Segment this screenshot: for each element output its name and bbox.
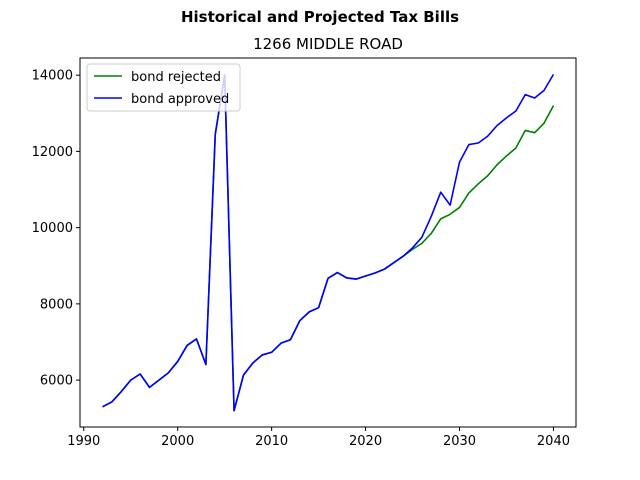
x-tick-label: 1990 [67,434,100,449]
y-tick-label: 6000 [40,374,73,389]
x-tick-label: 2000 [161,434,194,449]
x-tick-label: 2030 [443,434,476,449]
y-tick-label: 12000 [32,145,73,160]
legend: bond rejected bond approved [86,63,241,112]
y-axis: 6000 8000 10000 12000 14000 [32,69,80,389]
x-tick-label: 2010 [255,434,288,449]
plot-area [102,73,555,412]
series-line-bond-approved [102,73,555,412]
y-tick-label: 14000 [32,69,73,84]
y-tick-label: 8000 [40,297,73,312]
figure-suptitle: Historical and Projected Tax Bills [181,8,459,26]
series-line-bond-rejected [102,74,555,412]
y-tick-label: 10000 [32,221,73,236]
x-tick-label: 2040 [537,434,570,449]
chart-title: 1266 MIDDLE ROAD [253,35,403,53]
x-axis: 1990 2000 2010 2020 2030 2040 [67,427,570,449]
x-tick-label: 2020 [349,434,382,449]
axes-frame [79,57,577,428]
legend-box [86,63,241,112]
legend-label-bond-rejected: bond rejected [131,70,221,85]
legend-label-bond-approved: bond approved [131,92,229,107]
